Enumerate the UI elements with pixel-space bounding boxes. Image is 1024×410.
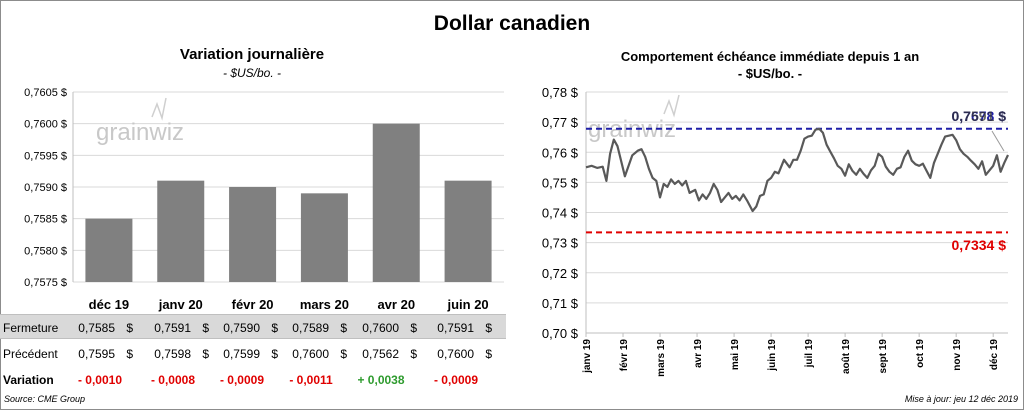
x-tick-label: mars 19 bbox=[656, 339, 667, 377]
x-tick-label: mai 19 bbox=[730, 339, 741, 371]
x-tick-label: févr 20 bbox=[232, 297, 274, 312]
y-tick-label: 0,73 $ bbox=[542, 236, 579, 251]
high-value-label: 0,7678 $ bbox=[952, 108, 1007, 124]
table-cell: + 0,0038 bbox=[357, 373, 405, 387]
last-value-label: 0,7591 $ bbox=[952, 108, 1007, 124]
y-tick-label: 0,77 $ bbox=[542, 115, 579, 130]
price-series-line bbox=[585, 127, 1009, 213]
update-note: Mise à jour: jeu 12 déc 2019 bbox=[904, 394, 1018, 404]
x-tick-label: avr 19 bbox=[693, 339, 704, 368]
y-tick-label: 0,72 $ bbox=[542, 266, 579, 281]
y-tick-label: 0,7590 $ bbox=[24, 182, 67, 194]
y-tick-label: 0,7595 $ bbox=[24, 150, 67, 162]
low-value-label: 0,7334 $ bbox=[952, 237, 1007, 253]
y-tick-label: 0,75 $ bbox=[542, 175, 579, 190]
x-tick-label: juin 20 bbox=[446, 297, 488, 312]
x-tick-label: déc 19 bbox=[989, 339, 1000, 371]
right-panel-title: Comportement échéance immédiate depuis 1… bbox=[620, 49, 920, 64]
watermark: grainwiz bbox=[96, 119, 184, 146]
y-tick-label: 0,7575 $ bbox=[24, 277, 67, 289]
row-label: Précédent bbox=[3, 347, 58, 361]
y-tick-label: 0,74 $ bbox=[542, 206, 579, 221]
y-tick-label: 0,7585 $ bbox=[24, 214, 67, 226]
watermark-graphic bbox=[663, 94, 680, 118]
bar-chart: 0,7575 $ 0,7580 $ 0,7585 $ 0,7590 $ 0,7595 $… bbox=[24, 87, 504, 312]
y-tick-label: 0,71 $ bbox=[542, 296, 579, 311]
table-cell: - 0,0010 bbox=[77, 373, 123, 387]
last-value-leader bbox=[991, 130, 1005, 152]
bar bbox=[372, 123, 420, 283]
table-row-fermeture: Fermeture 0,7585 $ 0,7591 $ 0,7590 $ 0,7589… bbox=[0, 314, 506, 339]
bar bbox=[157, 180, 205, 282]
table-cell: - 0,0011 bbox=[289, 373, 333, 387]
bar bbox=[444, 180, 492, 282]
y-tick-label: 0,7580 $ bbox=[24, 245, 67, 257]
table-row-precedent: Précédent 0,7595 $ 0,7598 $ 0,7599 $ 0,7600… bbox=[3, 347, 492, 361]
x-tick-label: juil 19 bbox=[804, 339, 815, 369]
y-tick-label: 0,70 $ bbox=[542, 326, 579, 341]
x-tick-label: sept 19 bbox=[878, 339, 889, 374]
bar bbox=[300, 193, 348, 282]
bar bbox=[229, 187, 277, 282]
x-tick-label: déc 19 bbox=[89, 297, 129, 312]
y-tick-label: 0,76 $ bbox=[542, 145, 579, 160]
watermark-graphic bbox=[151, 97, 167, 121]
x-tick-label: nov 19 bbox=[952, 339, 963, 371]
x-tick-label: janv 19 bbox=[582, 339, 593, 374]
y-tick-label: 0,7605 $ bbox=[24, 87, 67, 99]
left-panel-subtitle: - $US/bo. - bbox=[222, 66, 282, 80]
left-panel-title: Variation journalière bbox=[179, 46, 325, 63]
bar bbox=[85, 218, 133, 282]
x-tick-label: mars 20 bbox=[300, 297, 349, 312]
source-note: Source: CME Group bbox=[4, 394, 86, 404]
x-tick-label: juin 19 bbox=[767, 339, 778, 372]
y-tick-label: 0,7600 $ bbox=[24, 119, 67, 131]
table-row-variation: Variation - 0,0010 - 0,0008 - 0,0009 - 0… bbox=[0, 367, 506, 392]
y-tick-label: 0,78 $ bbox=[542, 85, 579, 100]
x-tick-label: janv 20 bbox=[158, 297, 203, 312]
table-cell: - 0,0009 bbox=[219, 373, 265, 387]
row-label: Variation bbox=[3, 373, 54, 387]
page-title: Dollar canadien bbox=[433, 12, 591, 35]
row-label: Fermeture bbox=[3, 321, 59, 335]
table-cell: - 0,0008 bbox=[150, 373, 196, 387]
table-cell: - 0,0009 bbox=[433, 373, 479, 387]
x-tick-label: oct 19 bbox=[915, 339, 926, 368]
line-chart: 0,70 $ 0,71 $ 0,72 $ 0,73 $ 0,74 $ 0,75 $ 0,76… bbox=[542, 85, 1009, 377]
right-panel-subtitle: - $US/bo. - bbox=[737, 66, 803, 81]
x-tick-label: août 19 bbox=[841, 339, 852, 374]
x-tick-label: févr 19 bbox=[619, 339, 630, 372]
x-tick-label: avr 20 bbox=[377, 297, 415, 312]
